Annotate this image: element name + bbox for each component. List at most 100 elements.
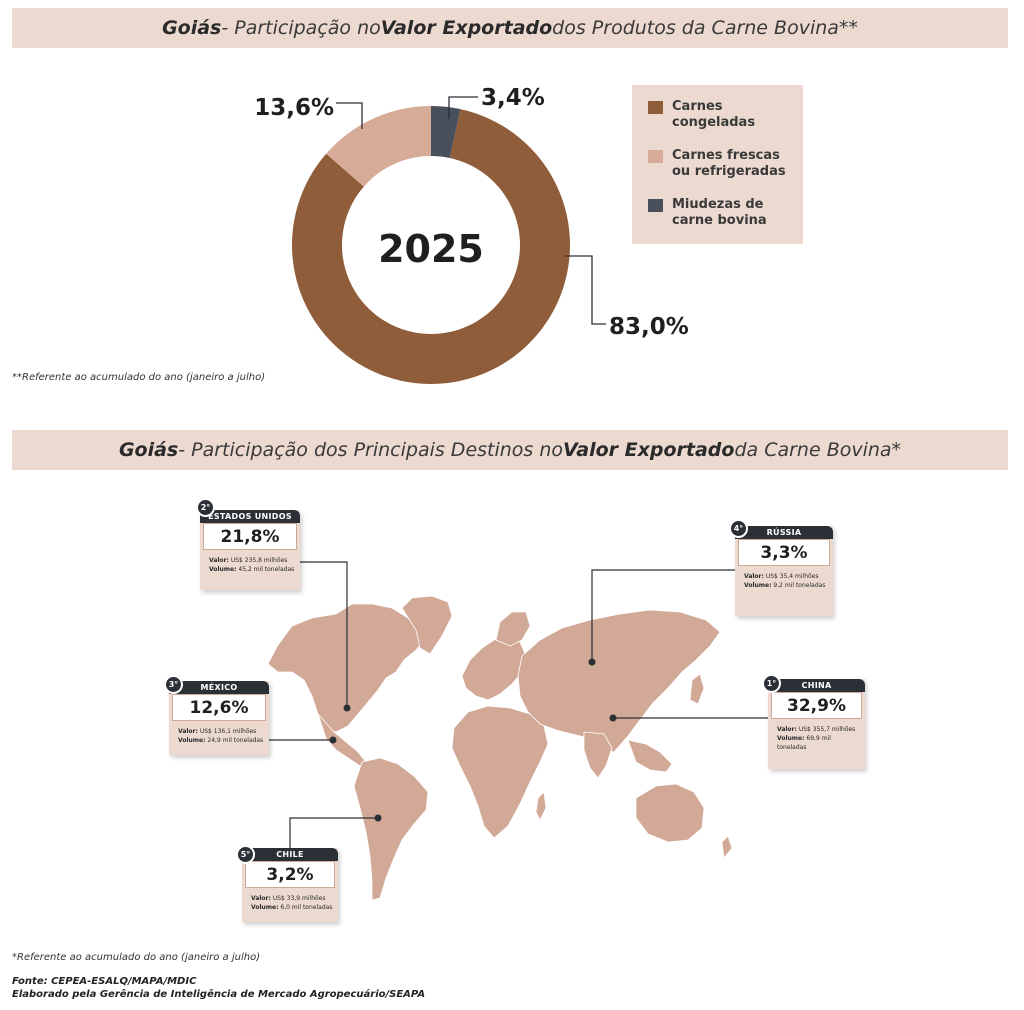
volume-value: 24,9 mil toneladas <box>207 737 264 744</box>
connector-lines <box>269 561 768 848</box>
destination-card-china: CHINA 32,9% Valor: US$ 355,7 milhões Vol… <box>768 679 865 769</box>
rank-badge: 2° <box>196 498 215 517</box>
donut-chart: 2025 83,0% 13,6% 3,4% <box>254 85 689 384</box>
rank-badge: 4° <box>729 519 748 538</box>
connector-chile-dot <box>374 814 382 822</box>
title-part: - Participação dos Principais Destinos n… <box>178 439 564 461</box>
slice-label-carnes-frescas: 13,6% <box>254 95 334 121</box>
donut-slice-1 <box>326 106 431 187</box>
card-country: CHILE <box>242 848 338 861</box>
title-emphasis: Valor Exportado <box>380 17 553 39</box>
card-info: Valor: US$ 235,8 milhões Volume: 45,2 mi… <box>209 556 296 574</box>
volume-value: 69,9 mil toneladas <box>777 735 831 751</box>
card-country: RÚSSIA <box>735 526 833 539</box>
legend-swatch <box>648 199 663 212</box>
rank-badge: 5° <box>236 845 255 864</box>
card-country: MÉXICO <box>169 681 269 694</box>
volume-label: Volume: <box>777 735 805 742</box>
valor-value: US$ 35,4 milhões <box>765 573 819 580</box>
legend-swatch <box>648 150 663 163</box>
valor-label: Valor: <box>777 726 797 733</box>
continents <box>267 595 733 901</box>
legend-label: Miudezas de carne bovina <box>672 197 767 228</box>
title-part: da Carne Bovina* <box>734 439 902 461</box>
destination-card-chile: CHILE 3,2% Valor: US$ 33,9 milhões Volum… <box>242 848 338 922</box>
card-info: Valor: US$ 136,1 milhões Volume: 24,9 mi… <box>178 727 265 745</box>
card-percentage: 12,6% <box>172 694 266 721</box>
destination-card-russia: RÚSSIA 3,3% Valor: US$ 35,4 milhões Volu… <box>735 526 833 616</box>
valor-label: Valor: <box>744 573 764 580</box>
volume-label: Volume: <box>251 904 279 911</box>
donut-center-year: 2025 <box>378 227 484 271</box>
connector-estados-unidos-line <box>300 561 348 708</box>
legend-item-carnes-frescas: Carnes frescas ou refrigeradas <box>648 148 797 180</box>
card-info: Valor: US$ 33,9 milhões Volume: 6,0 mil … <box>251 894 334 912</box>
title-region: Goiás <box>118 439 179 461</box>
legend-label: Carnes frescas ou refrigeradas <box>672 148 786 179</box>
valor-label: Valor: <box>178 728 198 735</box>
connector-estados-unidos-dot <box>343 704 351 712</box>
leader-line-miudezas <box>448 96 478 119</box>
legend-label: Carnes congeladas <box>672 99 756 130</box>
donut-slices <box>292 106 571 384</box>
destination-card-estados-unidos: ESTADOS UNIDOS 21,8% Valor: US$ 235,8 mi… <box>200 510 300 590</box>
title-part: - Participação no <box>221 17 381 39</box>
connector-china-dot <box>609 714 617 722</box>
destination-card-mexico: MÉXICO 12,6% Valor: US$ 136,1 milhões Vo… <box>169 681 269 755</box>
card-info: Valor: US$ 35,4 milhões Volume: 9,2 mil … <box>744 572 829 590</box>
card-percentage: 3,2% <box>245 861 335 888</box>
volume-value: 9,2 mil toneladas <box>773 582 826 589</box>
japan-shape <box>689 673 705 705</box>
donut-slice-2 <box>431 106 461 159</box>
new-zealand-shape <box>721 835 733 859</box>
title-region: Goiás <box>162 17 222 39</box>
leader-line-carnes-congeladas <box>565 255 606 325</box>
scandinavia-shape <box>495 611 531 647</box>
volume-value: 45,2 mil toneladas <box>238 566 295 573</box>
chart-legend: Carnes congeladas Carnes frescas ou refr… <box>632 85 803 244</box>
southeast-asia-shape <box>627 739 673 773</box>
australia-shape <box>635 783 705 843</box>
world-map <box>267 561 768 901</box>
connector-russia-dot <box>588 658 596 666</box>
valor-label: Valor: <box>209 557 229 564</box>
greenland-shape <box>401 595 453 655</box>
connector-chile-line <box>289 817 378 848</box>
card-country: CHINA <box>768 679 865 692</box>
rank-badge: 3° <box>164 675 183 694</box>
donut-leader-lines <box>336 96 606 325</box>
legend-item-carnes-congeladas: Carnes congeladas <box>648 99 797 131</box>
north-america-shape <box>267 603 433 733</box>
connector-russia-line <box>591 569 735 662</box>
valor-value: US$ 136,1 milhões <box>199 728 257 735</box>
section-title-products: Goiás - Participação no Valor Exportado … <box>12 8 1008 48</box>
legend-item-miudezas: Miudezas de carne bovina <box>648 197 797 229</box>
slice-label-miudezas: 3,4% <box>481 85 545 111</box>
connector-mexico-dot <box>329 736 337 744</box>
volume-label: Volume: <box>178 737 206 744</box>
volume-value: 6,0 mil toneladas <box>280 904 333 911</box>
legend-swatch <box>648 101 663 114</box>
volume-label: Volume: <box>744 582 772 589</box>
valor-value: US$ 355,7 milhões <box>798 726 856 733</box>
madagascar-shape <box>535 791 547 821</box>
card-percentage: 32,9% <box>771 692 862 719</box>
asia-shape <box>517 609 721 753</box>
card-percentage: 21,8% <box>203 523 297 550</box>
valor-label: Valor: <box>251 895 271 902</box>
africa-shape <box>451 705 549 839</box>
title-emphasis: Valor Exportado <box>563 439 735 461</box>
credit-line: Elaborado pela Gerência de Inteligência … <box>12 989 426 1000</box>
card-country: ESTADOS UNIDOS <box>200 510 300 523</box>
rank-badge: 1° <box>762 674 781 693</box>
source-line: Fonte: CEPEA-ESALQ/MAPA/MDIC <box>12 976 197 987</box>
india-shape <box>583 731 613 779</box>
card-percentage: 3,3% <box>738 539 830 566</box>
footnote-destinations: *Referente ao acumulado do ano (janeiro … <box>12 952 261 963</box>
footnote-products: **Referente ao acumulado do ano (janeiro… <box>12 372 266 383</box>
valor-value: US$ 235,8 milhões <box>230 557 288 564</box>
valor-value: US$ 33,9 milhões <box>272 895 326 902</box>
slice-label-carnes-congeladas: 83,0% <box>609 314 689 340</box>
donut-slice-0 <box>292 109 571 384</box>
europe-shape <box>461 635 527 701</box>
